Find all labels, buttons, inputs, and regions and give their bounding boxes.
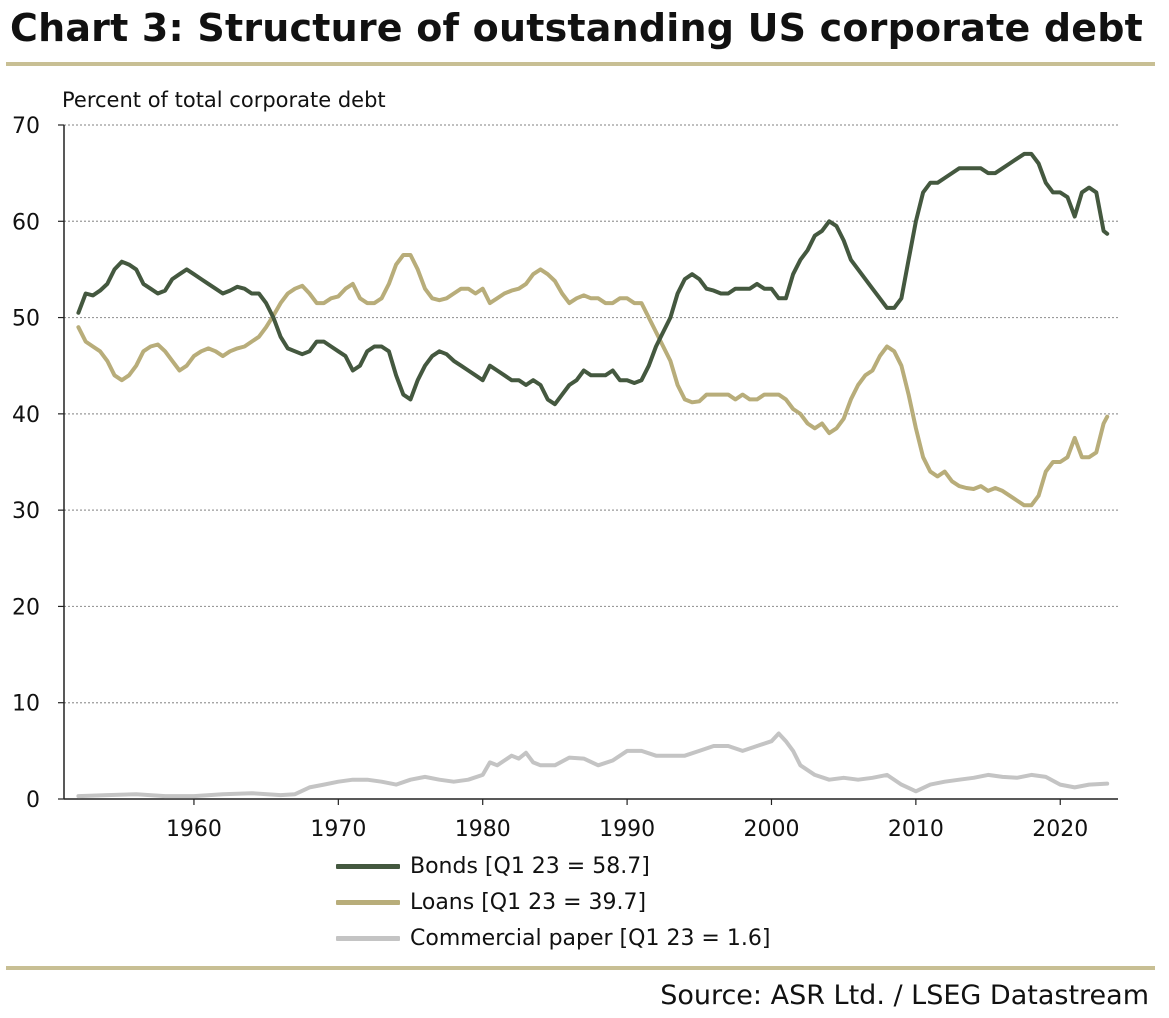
- legend: Bonds [Q1 23 = 58.7] Loans [Q1 23 = 39.7…: [336, 848, 770, 956]
- x-tick-label: 1990: [599, 817, 655, 842]
- commercial-paper-line: [76, 731, 1110, 799]
- legend-item-commercial-paper: Commercial paper [Q1 23 = 1.6]: [336, 920, 770, 956]
- x-tick-label: 2000: [743, 817, 799, 842]
- footer-divider: [6, 966, 1155, 970]
- y-tick-label: 10: [12, 692, 40, 717]
- loans-line: [76, 253, 1110, 508]
- axes: [58, 124, 1118, 805]
- line-chart: 0 10 20 30 40 50 60 70 1960 1970 1980 1990 2000 2010…: [12, 114, 1118, 842]
- y-tick-label: 40: [12, 403, 40, 428]
- source-note: Source: ASR Ltd. / LSEG Datastream: [660, 980, 1149, 1011]
- legend-label-bonds: Bonds [Q1 23 = 58.7]: [410, 853, 650, 879]
- bonds-line: [76, 151, 1110, 407]
- x-tick-label: 1960: [166, 817, 222, 842]
- x-tick-label: 2010: [888, 817, 944, 842]
- x-tick-label: 1970: [310, 817, 366, 842]
- y-tick-label: 50: [12, 307, 40, 332]
- y-tick-label: 30: [12, 499, 40, 524]
- series-lines: [76, 151, 1110, 799]
- legend-swatch-commercial-paper: [336, 935, 400, 941]
- legend-item-loans: Loans [Q1 23 = 39.7]: [336, 884, 770, 920]
- legend-swatch-bonds: [336, 863, 400, 869]
- y-tick-labels: 0 10 20 30 40 50 60 70: [12, 114, 40, 813]
- legend-swatch-loans: [336, 899, 400, 905]
- y-tick-label: 20: [12, 595, 40, 620]
- y-tick-label: 0: [26, 788, 40, 813]
- x-tick-label: 2020: [1032, 817, 1088, 842]
- legend-item-bonds: Bonds [Q1 23 = 58.7]: [336, 848, 770, 884]
- x-tick-label: 1980: [455, 817, 511, 842]
- x-tick-labels: 1960 1970 1980 1990 2000 2010 2020: [166, 817, 1088, 842]
- title-divider: [6, 62, 1155, 66]
- y-axis-unit-label: Percent of total corporate debt: [62, 88, 386, 112]
- legend-label-commercial-paper: Commercial paper [Q1 23 = 1.6]: [410, 925, 771, 951]
- y-tick-label: 60: [12, 210, 40, 235]
- grid-lines: [64, 124, 1118, 704]
- y-tick-label: 70: [12, 114, 40, 139]
- chart-title: Chart 3: Structure of outstanding US cor…: [10, 6, 1143, 50]
- legend-label-loans: Loans [Q1 23 = 39.7]: [410, 889, 647, 915]
